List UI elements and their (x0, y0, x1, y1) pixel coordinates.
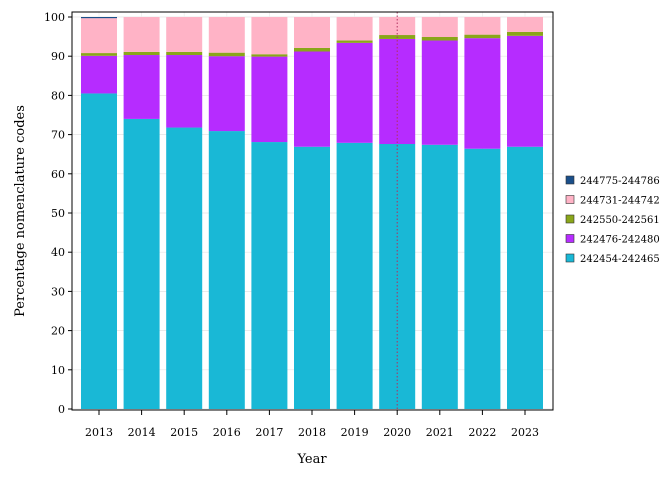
bar-segment (464, 34, 501, 39)
x-axis: 2013 2014 2015 2016 2017 2018 2019 2020 2021 2022… (85, 410, 539, 439)
bars (81, 17, 543, 410)
x-tick-label: 2017 (255, 426, 283, 439)
bar-segment (123, 51, 160, 56)
y-tick-label: 60 (51, 168, 65, 181)
legend: 244775-244786 244731-244742 242550-242561 2… (565, 175, 660, 265)
bar-segment (208, 17, 245, 53)
y-axis: 0 10 20 30 40 50 60 70 80 90 100 (44, 11, 72, 416)
bar-segment (464, 38, 501, 149)
y-axis-title: Percentage nomenclature codes (13, 105, 28, 317)
x-axis-title: Year (296, 452, 327, 467)
legend-swatch (565, 253, 575, 263)
bar-segment (166, 55, 203, 128)
bar-segment (464, 148, 501, 409)
bar-segment (294, 17, 330, 48)
x-tick-label: 2013 (85, 426, 113, 439)
x-tick-label: 2019 (341, 426, 369, 439)
y-tick-label: 20 (51, 325, 65, 338)
bar-segment (294, 47, 330, 52)
bar-segment (507, 17, 543, 32)
bar-segment (81, 53, 117, 56)
legend-label: 244731-244742 (580, 196, 660, 207)
bar-segment (421, 144, 458, 410)
bar-segment (294, 51, 330, 147)
legend-label: 242476-242480 (580, 235, 660, 246)
legend-swatch (565, 175, 575, 185)
y-tick-label: 0 (58, 403, 65, 416)
x-tick-label: 2015 (170, 426, 198, 439)
x-tick-label: 2021 (426, 426, 454, 439)
y-tick-label: 100 (44, 11, 65, 24)
bar-segment (294, 146, 330, 409)
bar-segment (208, 131, 245, 409)
legend-label: 244775-244786 (580, 176, 660, 187)
bar-segment (123, 55, 160, 119)
x-tick-label: 2016 (213, 426, 241, 439)
bar-segment (507, 31, 543, 36)
bar-segment (336, 40, 373, 43)
bar-segment (251, 56, 288, 143)
legend-swatch (565, 214, 575, 224)
y-tick-label: 90 (51, 50, 65, 63)
bar-segment (251, 54, 288, 57)
x-tick-label: 2018 (298, 426, 326, 439)
bar-segment (81, 55, 117, 94)
bar-segment (123, 118, 160, 410)
x-tick-label: 2023 (511, 426, 539, 439)
x-tick-label: 2020 (383, 426, 411, 439)
bar-segment (507, 146, 543, 409)
bar-segment (379, 38, 416, 145)
bar-segment (336, 142, 373, 409)
legend-swatch (565, 234, 575, 243)
y-tick-label: 30 (51, 285, 65, 298)
bar-segment (81, 17, 117, 19)
bar-segment (166, 127, 203, 409)
y-tick-label: 50 (51, 207, 65, 220)
y-tick-label: 80 (51, 89, 65, 102)
legend-swatch (565, 195, 575, 204)
x-tick-label: 2014 (128, 426, 156, 439)
bar-segment (166, 17, 203, 52)
bar-segment (251, 17, 288, 55)
y-tick-label: 10 (51, 364, 65, 377)
bar-segment (208, 52, 245, 57)
legend-label: 242550-242561 (580, 215, 660, 226)
bar-segment (81, 18, 117, 54)
bar-segment (251, 142, 288, 409)
y-tick-label: 40 (51, 246, 65, 259)
bar-segment (81, 93, 117, 409)
x-tick-label: 2022 (468, 426, 496, 439)
bar-segment (166, 51, 203, 56)
bar-segment (421, 40, 458, 145)
y-tick-label: 70 (51, 129, 65, 142)
bar-segment (123, 17, 160, 52)
bar-segment (464, 17, 501, 35)
bar-segment (507, 35, 543, 147)
legend-label: 242454-242465 (580, 254, 660, 265)
bar-segment (336, 17, 373, 41)
bar-segment (336, 42, 373, 143)
bar-segment (421, 36, 458, 41)
bar-segment (208, 56, 245, 132)
bar-segment (421, 17, 458, 37)
